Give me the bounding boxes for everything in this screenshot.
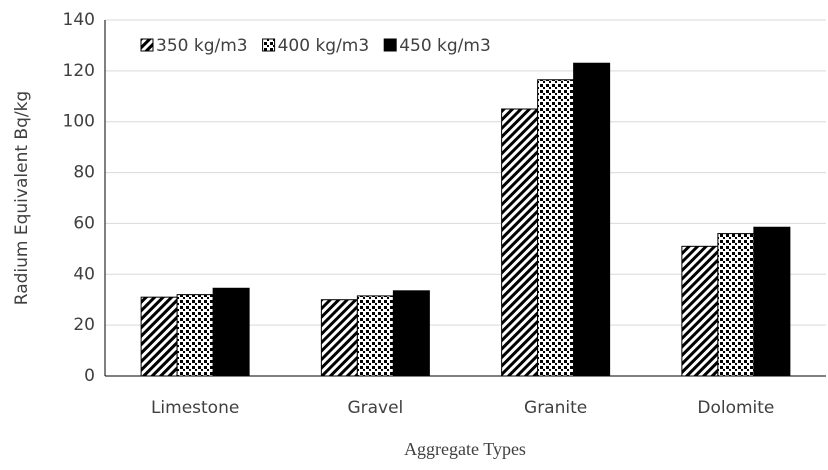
bar xyxy=(753,226,791,377)
y-tick-label: 100 xyxy=(63,112,95,132)
x-axis-label: Aggregate Types xyxy=(404,439,526,459)
bar xyxy=(212,287,250,377)
legend-swatch xyxy=(140,38,154,52)
y-tick-label: 40 xyxy=(73,264,95,284)
y-tick-label: 140 xyxy=(63,10,95,30)
bar xyxy=(573,62,611,377)
y-tick-label: 60 xyxy=(73,213,95,233)
y-axis-label: Radium Equivalent Bq/kg xyxy=(12,91,32,305)
bar xyxy=(392,290,430,377)
bar xyxy=(537,79,575,377)
legend-label: 350 kg/m3 xyxy=(156,36,248,56)
y-tick-label: 20 xyxy=(73,315,95,335)
x-tick-label: Dolomite xyxy=(697,398,774,418)
x-tick-label: Limestone xyxy=(151,398,239,418)
legend-label: 450 kg/m3 xyxy=(399,36,491,56)
x-tick-label: Granite xyxy=(524,398,587,418)
bar xyxy=(320,299,358,377)
bar xyxy=(681,245,719,377)
bar xyxy=(356,295,394,377)
y-tick-label: 80 xyxy=(73,163,95,183)
y-tick-label: 120 xyxy=(63,61,95,81)
bar xyxy=(717,233,755,377)
bar xyxy=(176,294,214,377)
y-tick-label: 0 xyxy=(84,366,95,386)
legend-label: 400 kg/m3 xyxy=(278,36,370,56)
legend-swatch xyxy=(383,38,397,52)
bar xyxy=(501,108,539,377)
bar xyxy=(140,296,178,377)
legend-swatch xyxy=(262,38,276,52)
x-tick-label: Gravel xyxy=(347,398,403,418)
